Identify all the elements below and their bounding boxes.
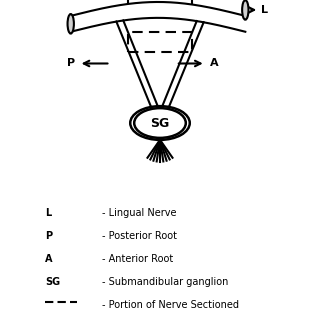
Text: P: P <box>67 59 75 68</box>
Bar <box>128 32 192 52</box>
Ellipse shape <box>68 14 74 34</box>
Text: - Lingual Nerve: - Lingual Nerve <box>102 208 177 218</box>
Text: - Submandibular ganglion: - Submandibular ganglion <box>102 277 229 287</box>
Text: - Posterior Root: - Posterior Root <box>102 231 177 241</box>
Text: P: P <box>45 231 52 241</box>
Text: - Anterior Root: - Anterior Root <box>102 254 174 264</box>
Text: A: A <box>45 254 52 264</box>
Ellipse shape <box>130 106 190 140</box>
Text: L: L <box>45 208 51 218</box>
Text: SG: SG <box>45 277 60 287</box>
Ellipse shape <box>242 0 249 20</box>
Ellipse shape <box>134 108 186 138</box>
Text: - Portion of Nerve Sectioned: - Portion of Nerve Sectioned <box>102 300 239 310</box>
Text: SG: SG <box>150 116 170 130</box>
Text: A: A <box>210 59 218 68</box>
Text: L: L <box>261 5 268 15</box>
